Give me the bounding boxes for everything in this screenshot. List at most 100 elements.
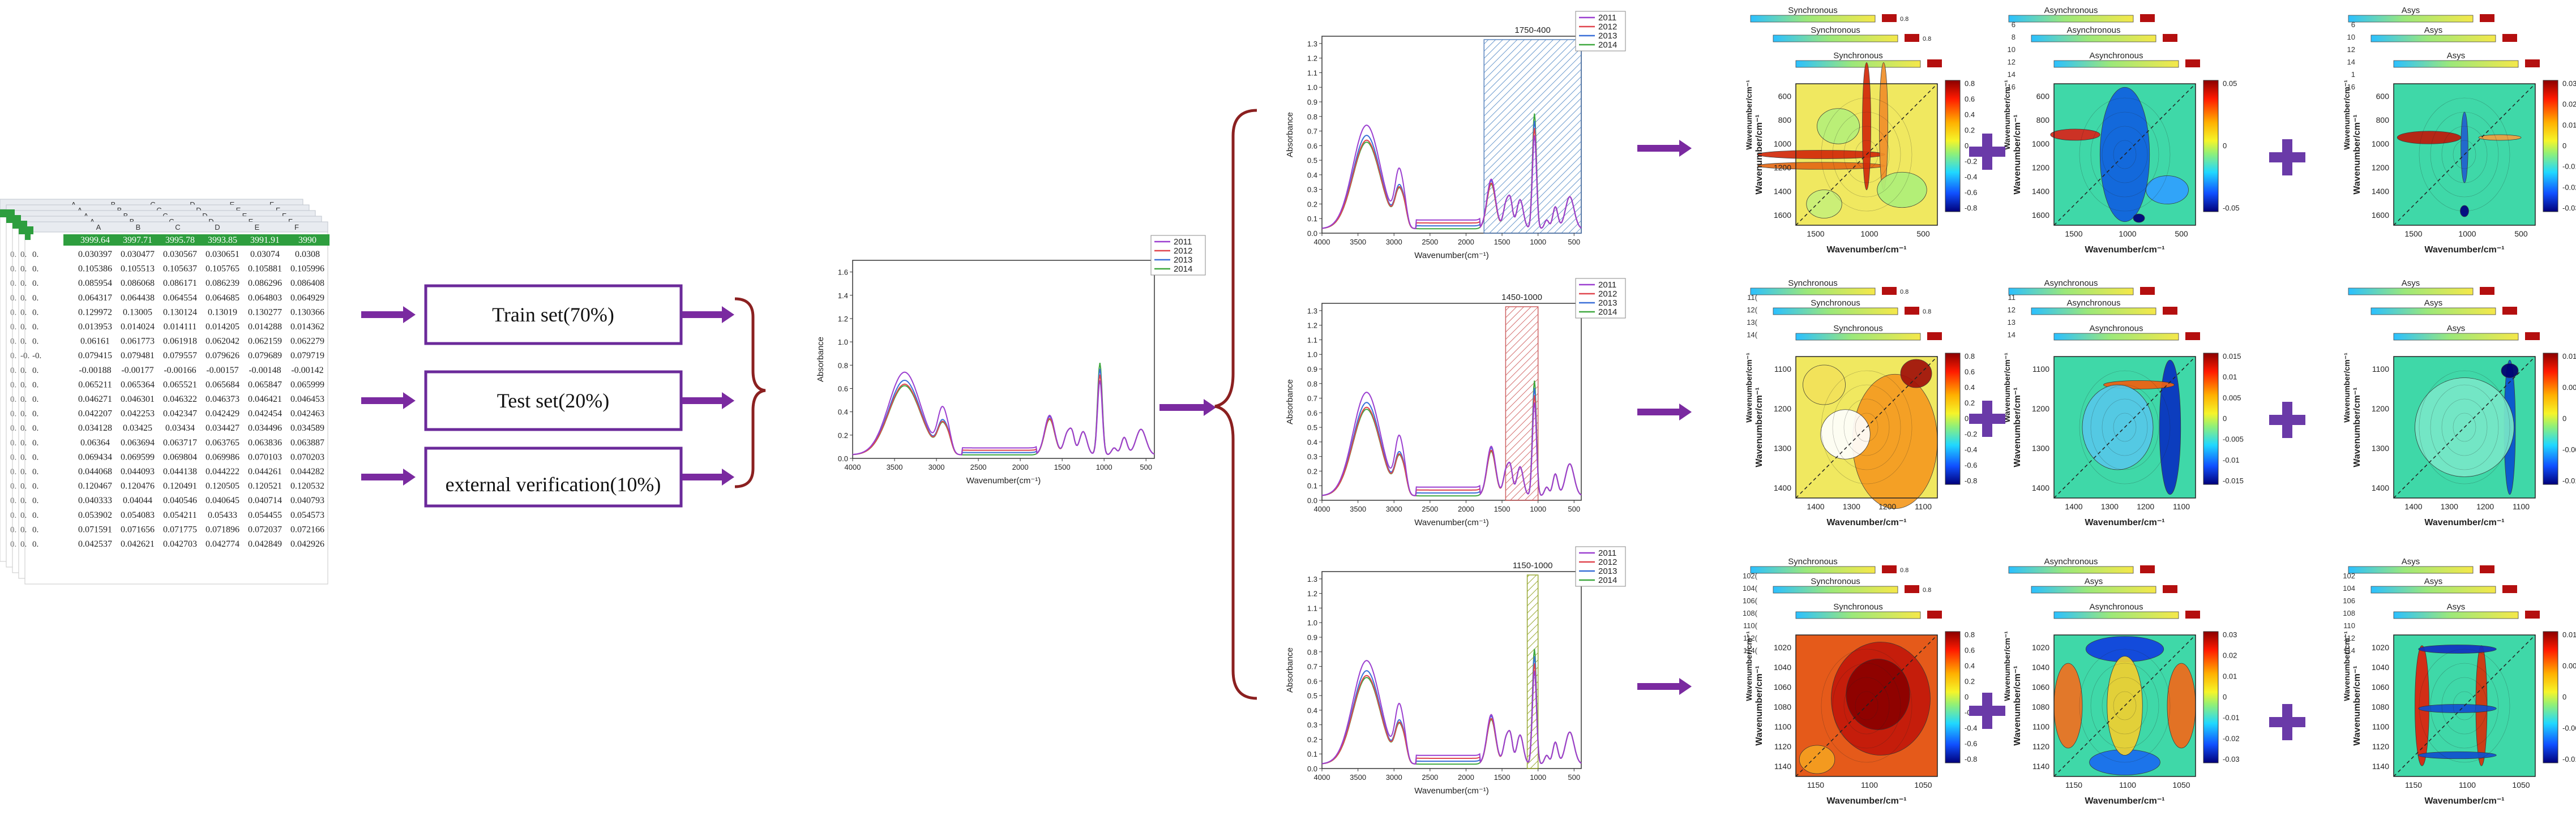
x-tick-label: 2500 xyxy=(1422,505,1438,513)
stacked-strip xyxy=(2053,333,2179,341)
stacked-strip xyxy=(1750,566,1876,574)
y-axis-label-stacked: Wavenumber/cm⁻¹ xyxy=(2342,80,2351,150)
stacked-strip xyxy=(2393,611,2519,619)
split-label: Test set(20%) xyxy=(497,389,609,412)
map-title: Asynchronous xyxy=(2089,51,2143,61)
stacked-strip xyxy=(2008,15,2134,23)
map-title: Asys xyxy=(2402,557,2420,566)
contour-line xyxy=(1855,413,1878,442)
row-fragment: 0. xyxy=(10,424,16,433)
y-tick-label: 1200 xyxy=(2032,163,2049,172)
table-cell: 0.070103 xyxy=(248,452,282,462)
y-tick-label: 1.2 xyxy=(1307,321,1317,330)
table-cell: 0.130124 xyxy=(163,307,197,317)
x-tick-label: 1050 xyxy=(2512,780,2530,789)
sheet-tab-marker xyxy=(23,226,33,234)
contour-line xyxy=(1821,97,1912,212)
y-tick-label: 1200 xyxy=(1774,163,1791,172)
table-cell: -0.00157 xyxy=(206,366,238,375)
table-cell: 0.105513 xyxy=(121,264,155,274)
table-cell: 0.105637 xyxy=(163,264,197,274)
table-cell: 0.063887 xyxy=(290,438,324,448)
contour-line xyxy=(2102,126,2148,183)
spreadsheet-stack: ABCDEFABCDEFABCDEFABCDEFABCDEF3999.64399… xyxy=(0,199,330,585)
diagonal-line xyxy=(1795,634,1938,777)
table-cell: 0.06364 xyxy=(80,438,110,448)
colorbar-tick-label: 0 xyxy=(1965,141,1969,150)
table-cell: 0.014288 xyxy=(248,322,282,332)
map-frame xyxy=(1795,634,1938,777)
table-cell: 0.042537 xyxy=(78,539,112,549)
x-tick-label: 1100 xyxy=(2119,780,2136,789)
partial-tick-label: 114 xyxy=(2343,646,2355,655)
async-map: Asynchronous Asynchronous Asynchronous 1500… xyxy=(2002,6,2240,255)
row-fragment: 0. xyxy=(32,380,38,389)
legend-label: 2011 xyxy=(1598,280,1616,290)
y-tick-label: 0.0 xyxy=(1307,496,1317,505)
y-axis-label-stacked: Wavenumber/cm⁻¹ xyxy=(1744,353,1753,423)
y-tick-label: 1.1 xyxy=(1307,68,1317,77)
table-cell: -0.00166 xyxy=(164,366,196,375)
diagonal-line xyxy=(1795,356,1938,499)
y-tick-label: 1600 xyxy=(1774,211,1791,220)
map-frame xyxy=(2393,83,2536,226)
colorbar-tick-label: 0.02 xyxy=(2223,651,2237,660)
plot-frame xyxy=(852,260,1155,459)
legend-label: 2014 xyxy=(1598,576,1617,585)
x-tick-label: 3500 xyxy=(887,463,903,471)
stacked-strip xyxy=(2053,60,2179,68)
table-cell: 0.086408 xyxy=(290,278,324,288)
row-fragment: 0. xyxy=(10,453,16,462)
row-fragment: 0. xyxy=(20,337,27,346)
table-cell: 0.03434 xyxy=(165,423,195,433)
stacked-strip xyxy=(2348,566,2474,574)
map-title: Asys xyxy=(2447,324,2466,333)
table-cell: 0.042703 xyxy=(163,539,197,549)
y-tick-label: 1100 xyxy=(2032,364,2049,374)
colorbar-max-label: 0.8 xyxy=(1900,289,1909,295)
partial-tick-label: 10 xyxy=(2347,33,2355,41)
sync-map: Synchronous 0.8 Synchronous 0.8 Synchronous 1… xyxy=(1744,6,1977,255)
y-axis-label: Wavenumber/cm⁻¹ xyxy=(1755,666,1764,745)
output-arrow xyxy=(682,469,734,486)
partial-tick-label: 104 xyxy=(2343,584,2355,593)
colorbar-tick-label: -0.01 xyxy=(2562,755,2576,763)
map-frame xyxy=(1795,83,1938,226)
table-cell: 0.042347 xyxy=(163,409,197,419)
colorbar-tick-label: -0.6 xyxy=(1965,188,1977,197)
row-fragment: 0. xyxy=(10,366,16,375)
table-cell: 0.072037 xyxy=(248,525,282,534)
table-cell: 0.064929 xyxy=(290,293,324,303)
y-tick-label: 0.2 xyxy=(838,431,848,440)
contour-blob xyxy=(1879,62,1888,190)
table-cell: 0.061773 xyxy=(121,337,155,346)
table-cell: 0.04044 xyxy=(123,496,152,505)
colorbar-tick-label: 0 xyxy=(2223,414,2227,423)
table-cell: 0.042454 xyxy=(248,409,282,419)
contour-blob xyxy=(2053,663,2083,749)
header-cell: 3997.71 xyxy=(123,235,152,245)
x-tick-label: 1050 xyxy=(2172,780,2190,789)
map-title: Synchronous xyxy=(1833,51,1883,61)
contour-line xyxy=(1832,111,1901,198)
contour-line xyxy=(1832,384,1901,470)
y-tick-label: 1000 xyxy=(1774,139,1791,148)
table-cell: 0.064438 xyxy=(121,293,155,303)
legend-label: 2011 xyxy=(1174,237,1192,247)
colorbar xyxy=(1945,631,1961,763)
contour-line xyxy=(1843,398,1890,456)
legend-label: 2014 xyxy=(1598,307,1617,317)
y-axis-label-stacked: Wavenumber/cm⁻¹ xyxy=(1744,80,1753,150)
row-fragment: 0. xyxy=(32,467,38,477)
x-tick-label: 3000 xyxy=(1386,238,1402,246)
table-cell: 0.046453 xyxy=(290,394,324,404)
table-cell: 0.064803 xyxy=(248,293,282,303)
x-tick-label: 1200 xyxy=(1878,502,1896,511)
map-title: Synchronous xyxy=(1833,602,1883,612)
row-fragment: 0. xyxy=(20,525,27,534)
x-tick-label: 2500 xyxy=(1422,238,1438,246)
table-cell: 0.062042 xyxy=(206,337,239,346)
row-fragment: 0. xyxy=(32,482,38,491)
